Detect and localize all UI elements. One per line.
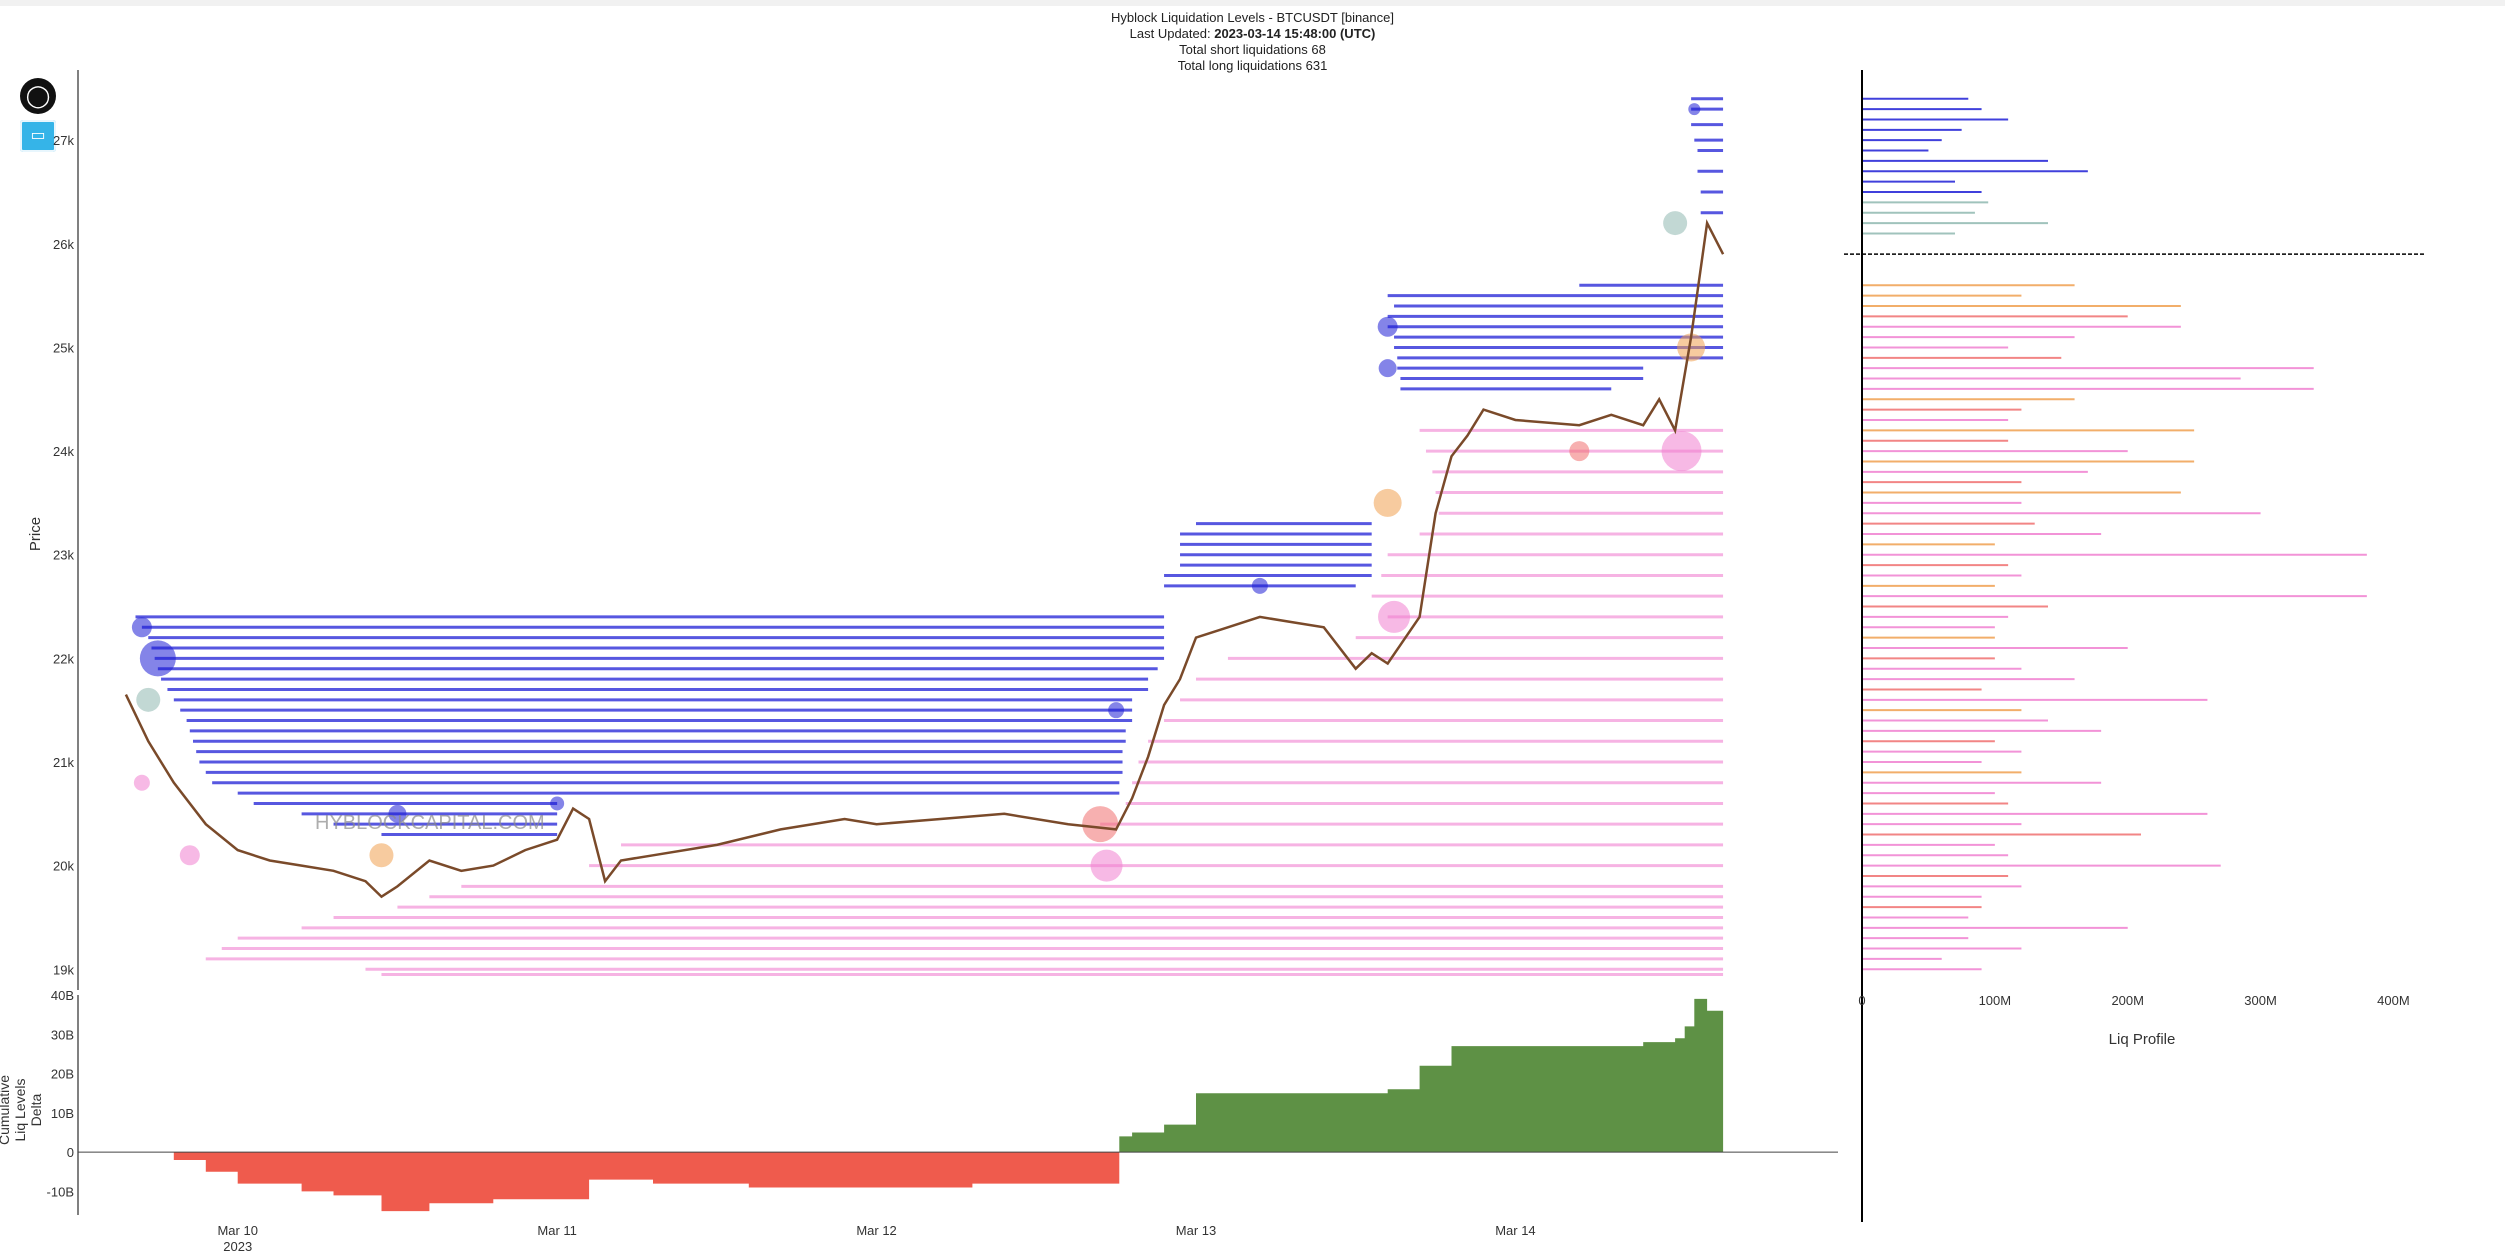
total-short-liquidations: Total short liquidations 68 <box>1179 42 1326 57</box>
liq-bubble <box>1251 577 1268 594</box>
liq-bubble <box>1569 441 1590 462</box>
liq-bubble <box>1663 211 1688 236</box>
delta-y-tick: 0 <box>67 1145 74 1160</box>
delta-y-tick: 10B <box>51 1106 74 1121</box>
price-y-tick: 25k <box>53 340 74 355</box>
x-tick-label: Mar 10 <box>217 1223 257 1238</box>
watermark: HYBLOCKCAPITAL.COM <box>315 812 545 834</box>
camera-icon[interactable]: ▭ <box>20 120 56 152</box>
delta-y-tick: 40B <box>51 988 74 1003</box>
x-tick-label: Mar 12 <box>856 1223 896 1238</box>
profile-x-tick: 400M <box>2377 993 2410 1008</box>
liq-profile-panel <box>1844 97 2425 971</box>
price-y-tick: 26k <box>53 237 74 252</box>
liq-bubble <box>1677 333 1706 362</box>
price-y-tick: 23k <box>53 548 74 563</box>
liq-bubble <box>1090 849 1123 882</box>
price-y-tick: 24k <box>53 444 74 459</box>
delta-positive-area <box>125 998 1724 1153</box>
last-updated: Last Updated: 2023-03-14 15:48:00 (UTC) <box>0 26 2505 42</box>
x-tick-label: Mar 14 <box>1495 1223 1535 1238</box>
last-updated-label: Last Updated: <box>1129 26 1211 41</box>
chart-title: Hyblock Liquidation Levels - BTCUSDT [bi… <box>1110 10 1394 25</box>
delta-panel <box>125 998 1724 1212</box>
delta-y-tick: -10B <box>47 1184 74 1199</box>
liq-bubble <box>369 843 394 868</box>
liq-bubble <box>1688 103 1701 116</box>
liq-bubble <box>1108 702 1125 719</box>
liq-bubble <box>1378 600 1411 633</box>
profile-x-label: Liq Profile <box>2109 1031 2176 1048</box>
liq-bubble <box>1082 806 1119 843</box>
price-y-tick: 22k <box>53 651 74 666</box>
profile-x-tick: 100M <box>1979 993 2012 1008</box>
liq-bubble <box>388 804 407 823</box>
liq-bubble <box>139 640 176 677</box>
liq-bubble <box>1373 488 1402 517</box>
total-long-liquidations: Total long liquidations 631 <box>1177 58 1328 73</box>
price-y-tick: 21k <box>53 755 74 770</box>
liq-bubble <box>1378 359 1397 378</box>
liq-bubble <box>131 617 152 638</box>
liq-bubble <box>136 687 161 712</box>
profile-x-tick: 200M <box>2111 993 2144 1008</box>
liq-bubble <box>1661 431 1702 472</box>
axes: 19k 20k 21k 22k 23k 24k 25k 26k 27k Price 40B 30B 20… <box>0 70 2410 1254</box>
x-tick-year: 2023 <box>223 1239 252 1254</box>
liq-bubble <box>133 774 150 791</box>
last-updated-value: 2023-03-14 15:48:00 (UTC) <box>1214 26 1376 41</box>
profile-x-tick: 0 <box>1858 993 1865 1008</box>
price-y-tick: 19k <box>53 962 74 977</box>
price-y-tick: 20k <box>53 859 74 874</box>
delta-y-tick: 20B <box>51 1067 74 1082</box>
chart-header: Hyblock Liquidation Levels - BTCUSDT [bi… <box>0 10 2505 74</box>
delta-y-label: Liq Levels <box>12 1078 28 1141</box>
price-line <box>124 219 1725 899</box>
liq-bubble <box>1377 316 1398 337</box>
top-bar <box>0 0 2505 6</box>
price-y-tick: 27k <box>53 133 74 148</box>
delta-y-tick: 30B <box>51 1027 74 1042</box>
liq-bubble <box>550 796 565 811</box>
liq-bubble <box>179 845 200 866</box>
delta-y-label: Cumulative <box>0 1075 12 1145</box>
delta-negative-area <box>173 1152 1120 1212</box>
x-tick-label: Mar 11 <box>537 1223 577 1238</box>
price-y-label: Price <box>27 517 44 551</box>
profile-x-tick: 300M <box>2244 993 2277 1008</box>
hyblock-logo-icon[interactable]: ◯ <box>20 78 56 114</box>
price-panel: HYBLOCKCAPITAL.COM <box>124 97 1725 976</box>
x-tick-label: Mar 13 <box>1176 1223 1216 1238</box>
delta-y-label: Delta <box>28 1093 44 1126</box>
